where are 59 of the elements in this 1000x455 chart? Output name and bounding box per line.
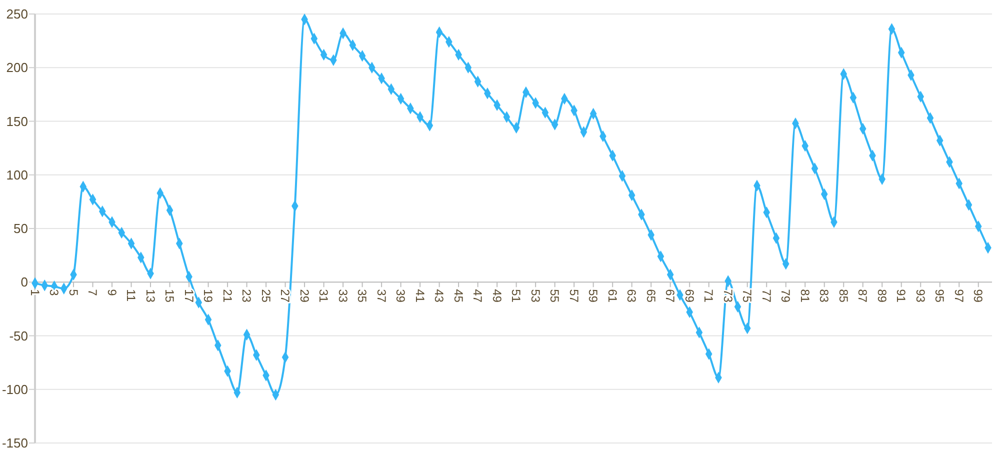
x-tick-label: 65	[644, 289, 658, 303]
y-tick-label: 100	[6, 167, 28, 182]
x-tick-label: 67	[663, 289, 678, 303]
x-tick-label: 23	[240, 289, 254, 303]
y-tick-label: -50	[9, 328, 28, 344]
x-tick-label: 91	[894, 289, 908, 303]
x-tick-label: 31	[316, 289, 331, 303]
x-tick-label: 37	[374, 289, 388, 303]
x-tick-label: 49	[490, 289, 504, 303]
x-tick-label: 71	[702, 289, 716, 303]
y-tick-label: 50	[14, 221, 28, 236]
x-tick-label: 97	[952, 289, 966, 303]
x-tick-label: 75	[740, 289, 754, 303]
x-tick-label: 61	[605, 289, 620, 303]
x-tick-label: 17	[182, 289, 196, 303]
y-tick-label: -150	[2, 436, 28, 451]
x-tick-label: 89	[874, 289, 889, 303]
x-tick-label: 3	[47, 289, 62, 296]
y-tick-label: 0	[20, 274, 28, 290]
y-tick-label: 150	[6, 114, 28, 129]
x-tick-label: 9	[104, 289, 119, 296]
x-tick-label: 47	[470, 289, 485, 303]
x-tick-label: 41	[412, 289, 427, 303]
x-tick-label: 93	[913, 289, 928, 303]
x-tick-label: 69	[682, 289, 696, 303]
x-tick-label: 27	[278, 289, 292, 303]
x-tick-label: 55	[548, 289, 562, 303]
x-tick-label: 25	[258, 289, 273, 303]
x-tick-label: 85	[836, 289, 850, 303]
x-tick-label: 35	[355, 289, 370, 303]
x-tick-label: 39	[394, 289, 408, 303]
x-tick-label: 19	[201, 289, 216, 303]
x-tick-label: 15	[162, 289, 177, 303]
x-tick-label: 59	[586, 289, 600, 303]
y-tick-label: 250	[6, 6, 28, 22]
x-tick-label: 51	[509, 289, 524, 303]
x-tick-label: 43	[432, 289, 446, 303]
x-tick-label: 73	[720, 289, 735, 303]
x-tick-label: 29	[297, 289, 312, 303]
x-tick-label: 87	[856, 289, 870, 303]
x-tick-label: 5	[66, 289, 80, 296]
x-tick-label: 83	[817, 289, 832, 303]
x-tick-label: 99	[971, 289, 986, 303]
x-tick-label: 1	[28, 289, 42, 296]
x-tick-label: 11	[124, 289, 138, 302]
x-tick-label: 13	[143, 289, 158, 303]
x-tick-label: 45	[451, 289, 466, 303]
y-tick-label: -100	[2, 382, 28, 397]
x-tick-label: 33	[336, 289, 350, 303]
x-tick-label: 81	[798, 289, 812, 303]
x-tick-label: 7	[86, 289, 100, 296]
y-tick-label: 200	[6, 60, 28, 76]
x-tick-label: 95	[932, 289, 947, 303]
x-tick-label: 53	[528, 289, 542, 303]
x-tick-label: 77	[759, 289, 774, 303]
x-tick-label: 63	[624, 289, 639, 303]
x-tick-label: 79	[778, 289, 793, 303]
x-tick-label: 21	[220, 289, 234, 303]
x-tick-label: 57	[566, 289, 581, 303]
